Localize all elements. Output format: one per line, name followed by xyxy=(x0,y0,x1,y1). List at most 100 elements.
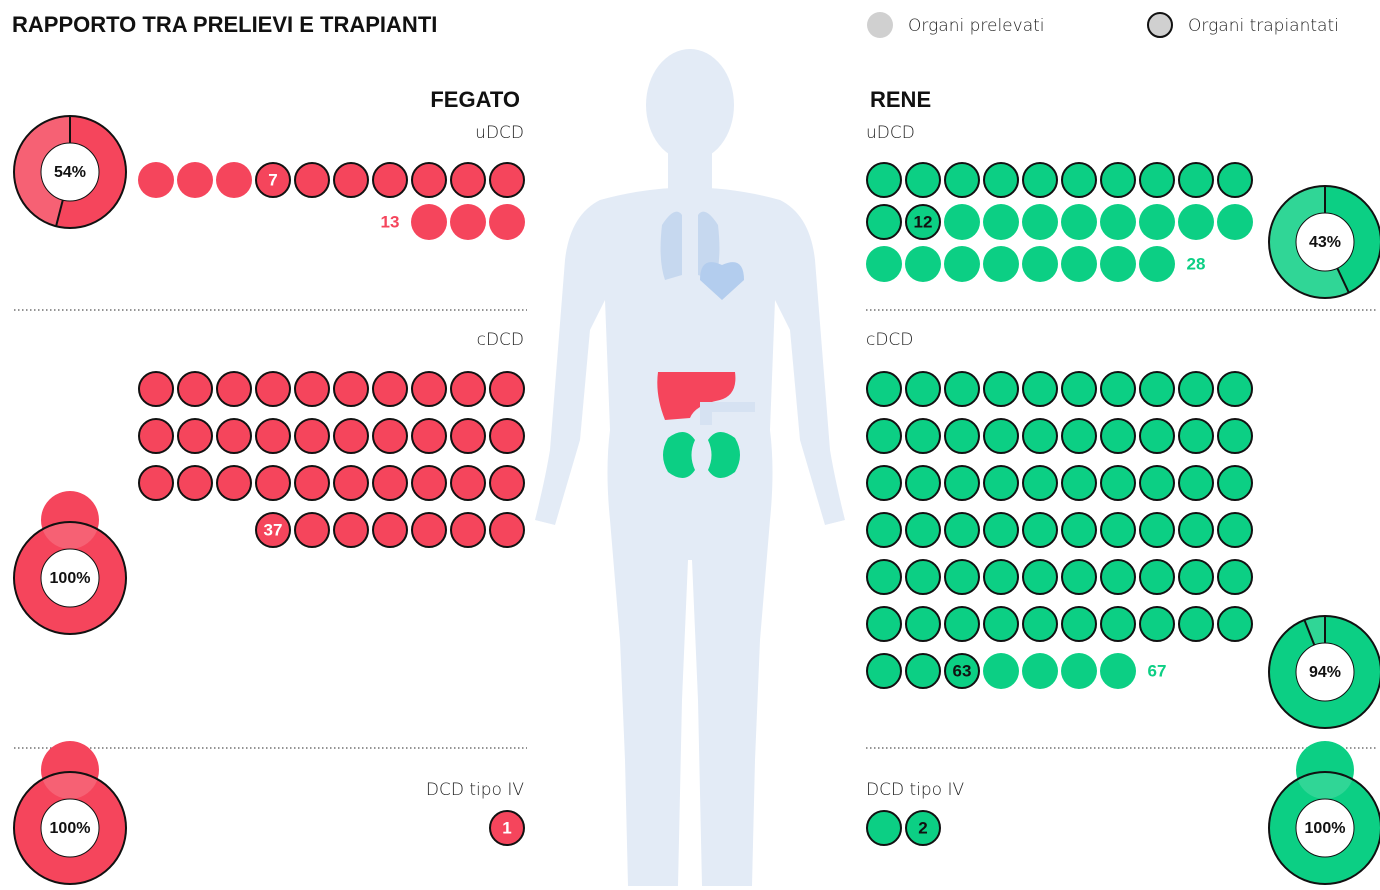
transplanted-dot xyxy=(255,512,291,548)
harvested-count: 28 xyxy=(1187,254,1206,273)
donut-inner xyxy=(40,798,100,858)
organ-name: FEGATO xyxy=(430,87,520,112)
transplanted-dot xyxy=(1100,606,1136,642)
transplanted-dot xyxy=(216,371,252,407)
transplanted-dot xyxy=(372,371,408,407)
transplanted-dot xyxy=(1217,606,1253,642)
transplanted-dot xyxy=(905,418,941,454)
transplanted-count: 63 xyxy=(953,661,972,680)
donut-label: 94% xyxy=(1309,664,1341,681)
transplanted-dot xyxy=(1100,371,1136,407)
transplanted-dot xyxy=(1139,559,1175,595)
transplanted-dot xyxy=(1139,162,1175,198)
legend-label: Organi prelevati xyxy=(908,16,1045,36)
harvested-dot xyxy=(983,653,1019,689)
transplanted-dot xyxy=(866,606,902,642)
transplanted-dot xyxy=(944,418,980,454)
transplanted-dot xyxy=(1217,162,1253,198)
transplanted-dot xyxy=(1217,512,1253,548)
transplanted-dot xyxy=(372,418,408,454)
harvested-dot xyxy=(411,204,447,240)
transplanted-dot xyxy=(1022,606,1058,642)
donut-label: 100% xyxy=(50,570,91,587)
transplanted-dot xyxy=(1100,559,1136,595)
transplanted-dot xyxy=(1100,418,1136,454)
transplanted-dot xyxy=(905,653,941,689)
transplanted-dot xyxy=(1061,606,1097,642)
transplanted-dot xyxy=(1178,512,1214,548)
transplanted-dot xyxy=(294,162,330,198)
transplanted-dot xyxy=(1139,371,1175,407)
organ-icons xyxy=(657,211,755,479)
transplanted-dot xyxy=(1178,465,1214,501)
transplanted-dot xyxy=(1061,465,1097,501)
transplanted-dot xyxy=(216,465,252,501)
transplanted-dot xyxy=(866,204,902,240)
transplanted-dot xyxy=(1217,371,1253,407)
donut-inner xyxy=(40,548,100,608)
transplanted-dot xyxy=(1178,162,1214,198)
transplanted-dot xyxy=(294,465,330,501)
harvested-dot xyxy=(177,162,213,198)
body-silhouette xyxy=(535,49,845,886)
group-label: uDCD xyxy=(475,123,524,143)
donut-arc xyxy=(1325,186,1380,293)
transplanted-dot xyxy=(1022,162,1058,198)
transplanted-dot xyxy=(294,512,330,548)
donut-inner xyxy=(1295,798,1355,858)
harvested-dot xyxy=(1022,246,1058,282)
transplanted-dot xyxy=(450,162,486,198)
donut-divider xyxy=(1303,619,1316,646)
transplanted-dot xyxy=(1061,418,1097,454)
transplanted-dot xyxy=(905,606,941,642)
harvested-dot xyxy=(1100,246,1136,282)
transplanted-dot xyxy=(450,371,486,407)
group-label: uDCD xyxy=(866,123,915,143)
transplanted-dot xyxy=(255,162,291,198)
transplanted-dot xyxy=(1061,162,1097,198)
harvested-dot xyxy=(944,204,980,240)
transplanted-dot xyxy=(372,162,408,198)
transplanted-dot xyxy=(1061,559,1097,595)
transplanted-dot xyxy=(333,512,369,548)
transplanted-dot xyxy=(489,371,525,407)
transplanted-dot xyxy=(1139,512,1175,548)
harvested-dot xyxy=(1022,204,1058,240)
transplanted-dot xyxy=(1217,559,1253,595)
transplanted-dot xyxy=(1022,512,1058,548)
harvested-dot xyxy=(866,246,902,282)
transplanted-count: 2 xyxy=(918,818,927,837)
transplanted-dot xyxy=(1217,465,1253,501)
transplanted-dot xyxy=(255,418,291,454)
transplanted-dot xyxy=(866,162,902,198)
group-label: DCD tipo IV xyxy=(426,780,524,800)
transplanted-dot xyxy=(372,512,408,548)
harvested-dot xyxy=(1217,204,1253,240)
transplanted-dot xyxy=(1100,512,1136,548)
donut-label: 100% xyxy=(1305,820,1346,837)
transplanted-dot xyxy=(905,559,941,595)
group-label: cDCD xyxy=(866,330,913,350)
donut-divider xyxy=(55,199,64,227)
transplanted-dot xyxy=(944,371,980,407)
transplanted-dot xyxy=(866,371,902,407)
donut-arc xyxy=(56,116,127,228)
transplanted-dot xyxy=(450,512,486,548)
transplanted-dot xyxy=(489,162,525,198)
transplanted-dot xyxy=(866,653,902,689)
transplanted-dot xyxy=(983,371,1019,407)
donut-label: 100% xyxy=(50,820,91,837)
transplanted-dot xyxy=(411,162,447,198)
harvested-dot xyxy=(216,162,252,198)
transplanted-dot xyxy=(866,810,902,846)
transplanted-dot xyxy=(1139,418,1175,454)
transplanted-dot xyxy=(411,371,447,407)
harvested-dot xyxy=(1139,246,1175,282)
transplanted-dot xyxy=(138,465,174,501)
transplanted-dot xyxy=(138,418,174,454)
transplanted-dot xyxy=(489,465,525,501)
transplanted-dot xyxy=(905,162,941,198)
transplanted-dot xyxy=(1061,512,1097,548)
separators xyxy=(14,309,1378,749)
